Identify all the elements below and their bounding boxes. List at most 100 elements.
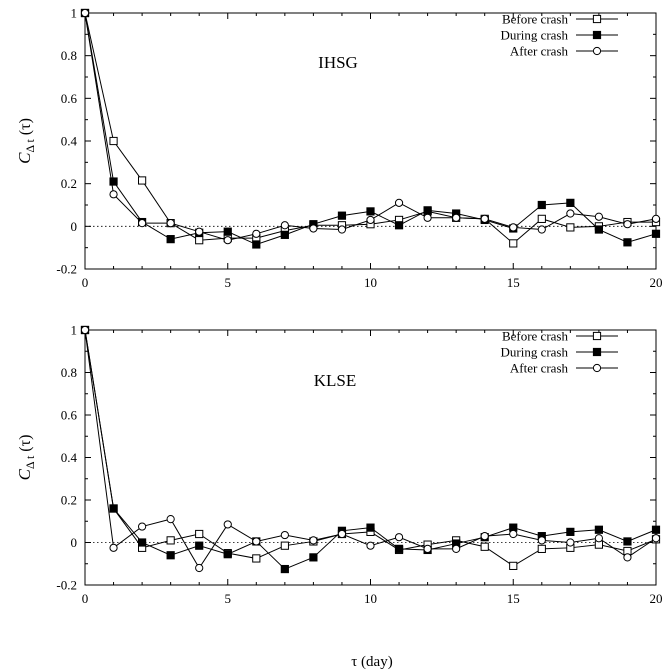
data-point xyxy=(109,136,118,146)
data-point xyxy=(223,520,232,529)
x-tick-label: 10 xyxy=(364,275,377,290)
data-point xyxy=(594,225,603,234)
data-point xyxy=(166,551,175,560)
data-point xyxy=(138,219,147,228)
data-point xyxy=(566,209,575,218)
data-point xyxy=(280,541,289,550)
data-point xyxy=(394,544,404,553)
data-point xyxy=(195,541,204,550)
data-point xyxy=(195,236,204,245)
series-during-crash xyxy=(80,8,661,249)
data-point xyxy=(623,238,632,247)
data-point xyxy=(366,541,375,550)
y-tick-label: 1 xyxy=(71,6,78,21)
data-point xyxy=(280,564,289,574)
legend-marker xyxy=(592,30,602,40)
data-point xyxy=(651,214,661,223)
y-tick-label: 0.6 xyxy=(61,408,78,423)
y-tick-label: 0 xyxy=(71,219,78,234)
data-point xyxy=(537,536,546,545)
data-point xyxy=(651,229,661,238)
data-point xyxy=(309,553,318,562)
data-point xyxy=(366,207,375,216)
data-point xyxy=(651,525,661,534)
y-tick-label: 1 xyxy=(71,323,78,338)
data-point xyxy=(566,223,575,232)
y-tick-label: 0.6 xyxy=(61,91,78,106)
x-tick-label: 20 xyxy=(650,591,663,606)
data-point xyxy=(166,235,175,244)
data-point xyxy=(280,230,289,239)
data-point xyxy=(566,198,575,207)
legend-marker xyxy=(592,14,602,24)
data-point xyxy=(195,529,204,539)
data-point xyxy=(423,206,432,215)
data-point xyxy=(651,534,661,543)
data-point xyxy=(623,220,632,229)
data-point xyxy=(337,529,347,539)
x-axis-label: τ (day) xyxy=(351,654,392,670)
data-point xyxy=(594,534,604,543)
y-tick-label: 0.4 xyxy=(61,134,78,149)
data-point xyxy=(80,325,90,335)
data-point xyxy=(138,176,147,185)
data-point xyxy=(594,212,604,221)
data-point xyxy=(195,563,204,573)
data-point xyxy=(566,527,575,536)
x-tick-label: 5 xyxy=(225,591,232,606)
data-point xyxy=(252,229,261,238)
data-point xyxy=(423,213,432,222)
data-point xyxy=(195,227,204,236)
legend-label: During crash xyxy=(500,28,568,43)
x-tick-label: 15 xyxy=(507,275,520,290)
data-point xyxy=(623,553,632,562)
data-point xyxy=(509,223,518,232)
data-point xyxy=(309,224,318,233)
ihsg-title: IHSG xyxy=(318,53,358,72)
data-point xyxy=(309,536,318,545)
x-tick-label: 5 xyxy=(225,275,232,290)
data-point xyxy=(252,240,261,249)
data-point xyxy=(537,225,546,234)
data-point xyxy=(109,190,118,199)
y-tick-label: 0.8 xyxy=(61,365,77,380)
data-point xyxy=(109,177,118,186)
legend-marker xyxy=(592,46,602,56)
data-point xyxy=(394,221,404,230)
data-point xyxy=(366,215,375,225)
legend-label: Before crash xyxy=(502,329,569,344)
data-point xyxy=(423,544,432,553)
x-tick-label: 0 xyxy=(82,591,89,606)
data-point xyxy=(537,200,546,210)
data-point xyxy=(537,214,546,223)
data-point xyxy=(109,543,118,552)
data-point xyxy=(480,214,489,223)
x-tick-label: 15 xyxy=(507,591,520,606)
legend-label: After crash xyxy=(510,361,569,376)
data-point xyxy=(337,211,347,220)
data-point xyxy=(223,550,232,559)
legend-marker xyxy=(592,347,602,357)
y-tick-label: 0.4 xyxy=(61,450,78,465)
y-axis-label: CΔ t (τ) xyxy=(15,118,37,164)
y-tick-label: 0.2 xyxy=(61,493,77,508)
data-point xyxy=(280,530,289,540)
legend-marker xyxy=(592,331,602,341)
data-point xyxy=(80,8,90,18)
data-point xyxy=(138,538,147,547)
data-point xyxy=(166,515,175,524)
data-point xyxy=(594,525,603,534)
y-tick-label: 0.8 xyxy=(61,48,77,63)
data-point xyxy=(394,198,404,207)
data-point xyxy=(566,538,575,547)
x-tick-label: 0 xyxy=(82,275,89,290)
data-point xyxy=(394,533,404,542)
x-tick-label: 20 xyxy=(650,275,663,290)
legend-label: Before crash xyxy=(502,12,569,27)
data-point xyxy=(166,536,175,545)
data-point xyxy=(252,537,261,546)
data-point xyxy=(138,522,147,531)
series-after-crash xyxy=(80,325,661,573)
